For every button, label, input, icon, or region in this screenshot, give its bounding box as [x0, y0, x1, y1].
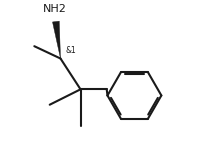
Text: NH2: NH2 — [42, 4, 66, 14]
Text: &1: &1 — [65, 47, 76, 55]
Polygon shape — [52, 21, 61, 59]
